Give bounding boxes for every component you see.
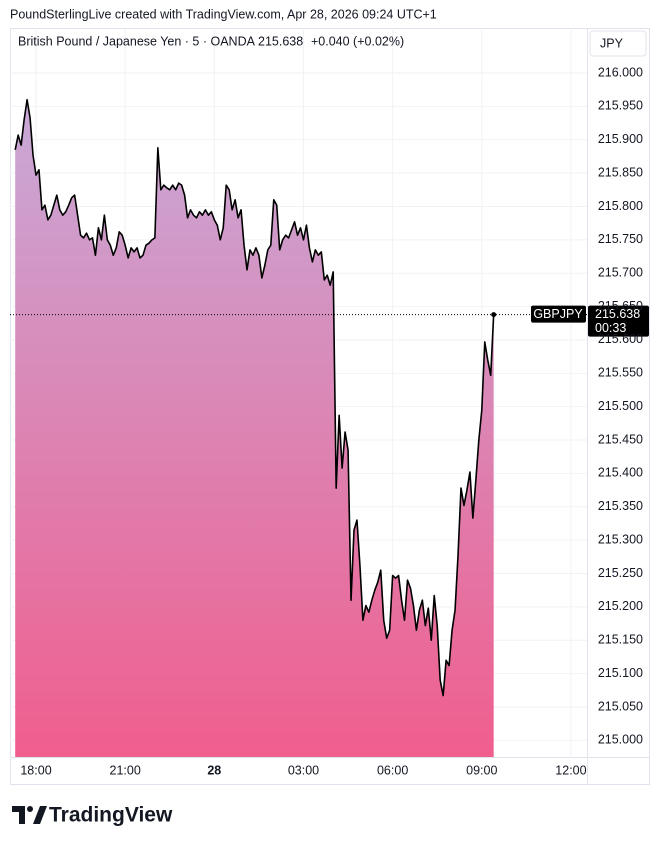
y-tick-label: 215.750 <box>598 232 643 246</box>
x-tick-label: 12:00 <box>555 763 586 777</box>
y-tick-label: 215.150 <box>598 633 643 647</box>
x-tick-label: 06:00 <box>377 763 408 777</box>
y-tick-label: 215.800 <box>598 199 643 213</box>
currency[interactable]: JPY <box>600 36 624 50</box>
price-label-box <box>588 305 649 337</box>
area <box>15 99 494 758</box>
x-tick-label: 03:00 <box>288 763 319 777</box>
y-tick-label: 215.850 <box>598 165 643 179</box>
logo-icon <box>27 806 33 812</box>
y-tick-label: 215.900 <box>598 132 643 146</box>
line <box>14 98 495 697</box>
y-tick-label: 215.400 <box>598 466 643 480</box>
price-label: 215.638 <box>595 307 640 321</box>
y-tick-label: 215.350 <box>598 499 643 513</box>
logo: TradingView <box>12 804 173 827</box>
y-tick-label: 215.650 <box>598 299 643 313</box>
y-tick-label: 215.600 <box>598 332 643 346</box>
overlay: British Pound / Japanese Yen · 5 · OANDA… <box>18 30 649 337</box>
countdown: 00:33 <box>595 321 626 335</box>
legend-symbol: British Pound / Japanese Yen · 5 · OANDA <box>18 34 256 48</box>
y-tick-label: 215.450 <box>598 432 643 446</box>
x-tick-label: 18:00 <box>20 763 51 777</box>
y-tick-label: 215.250 <box>598 566 643 580</box>
y-tick-label: 215.950 <box>598 99 643 113</box>
x-tick-label: 28 <box>207 763 221 777</box>
legend-last: 215.638 <box>258 34 303 48</box>
logo-text: TradingView <box>49 804 173 827</box>
y-tick-label: 215.200 <box>598 599 643 613</box>
x-tick-label: 09:00 <box>466 763 497 777</box>
x-tick-label: 21:00 <box>110 763 141 777</box>
logo-icon <box>33 806 47 824</box>
y-tick-label: 215.100 <box>598 666 643 680</box>
plot <box>10 98 587 758</box>
header: PoundSterlingLive created with TradingVi… <box>10 7 437 21</box>
series-label: GBPJPY <box>533 307 583 321</box>
legend-change: +0.040 (+0.02%) <box>311 34 404 48</box>
y-tick-label: 215.050 <box>598 699 643 713</box>
y-tick-label: 216.000 <box>598 65 643 79</box>
y-tick-label: 215.700 <box>598 266 643 280</box>
logo-icon <box>12 806 25 824</box>
series-label-box <box>531 305 586 323</box>
y-tick-label: 215.000 <box>598 733 643 747</box>
y-tick-label: 215.500 <box>598 399 643 413</box>
currency-box[interactable] <box>589 30 647 57</box>
y-tick-label: 215.300 <box>598 532 643 546</box>
y-tick-label: 215.550 <box>598 366 643 380</box>
